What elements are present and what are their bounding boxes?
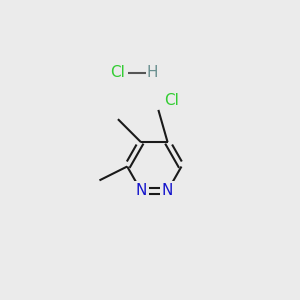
Text: Cl: Cl [164, 93, 178, 108]
Text: H: H [147, 65, 158, 80]
Text: N: N [162, 183, 173, 198]
Text: Cl: Cl [110, 65, 125, 80]
Text: N: N [135, 183, 147, 198]
